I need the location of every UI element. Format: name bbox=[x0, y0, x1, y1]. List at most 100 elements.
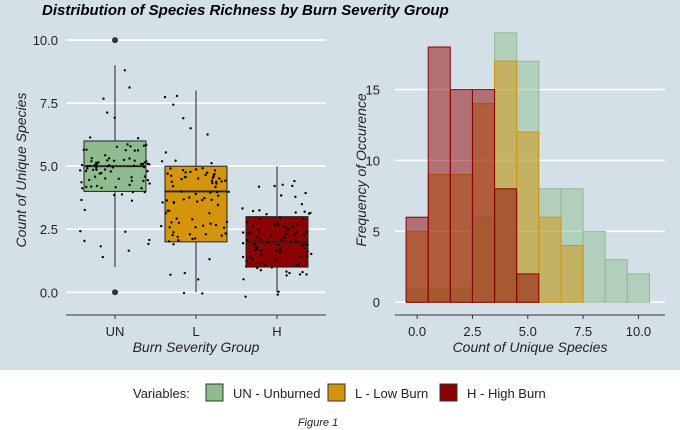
jitter-point bbox=[260, 253, 263, 256]
x-tick-label: 10.0 bbox=[626, 324, 651, 339]
jitter-point bbox=[181, 169, 185, 172]
jitter-point bbox=[213, 169, 217, 172]
jitter-point bbox=[136, 149, 140, 152]
jitter-point bbox=[102, 97, 105, 100]
jitter-point bbox=[182, 291, 186, 295]
jitter-point bbox=[211, 181, 214, 185]
jitter-point bbox=[191, 218, 194, 221]
jitter-point bbox=[253, 248, 257, 252]
jitter-point bbox=[291, 184, 294, 188]
jitter-point bbox=[99, 245, 102, 248]
jitter-point bbox=[132, 164, 136, 167]
jitter-point bbox=[95, 162, 99, 165]
histogram-bars bbox=[405, 32, 651, 303]
jitter-point bbox=[176, 235, 179, 239]
jitter-point bbox=[281, 183, 284, 186]
jitter-point bbox=[109, 170, 113, 173]
jitter-point bbox=[86, 167, 89, 170]
histogram-y-axis-label: Frequency of Occurence bbox=[353, 93, 369, 247]
y-tick-label: 10 bbox=[366, 153, 380, 168]
histogram-bar bbox=[405, 216, 429, 303]
legend-label: H - High Burn bbox=[467, 386, 546, 401]
jitter-point bbox=[175, 217, 178, 220]
jitter-point bbox=[80, 198, 83, 202]
jitter-point bbox=[305, 243, 308, 246]
jitter-point bbox=[115, 145, 119, 148]
jitter-point bbox=[269, 234, 272, 237]
jitter-point bbox=[210, 179, 214, 182]
jitter-point bbox=[258, 262, 262, 265]
jitter-point bbox=[172, 243, 175, 246]
jitter-point bbox=[113, 116, 116, 120]
legend-items: UN - Unburned L - Low Burn H - High Burn bbox=[205, 383, 546, 402]
jitter-point bbox=[88, 164, 92, 168]
jitter-point bbox=[106, 159, 109, 162]
jitter-point bbox=[177, 221, 181, 224]
jitter-point bbox=[127, 249, 130, 252]
jitter-point bbox=[100, 171, 103, 175]
jitter-point bbox=[214, 223, 218, 227]
jitter-point bbox=[310, 252, 313, 256]
jitter-point bbox=[241, 207, 244, 210]
jitter-point bbox=[217, 194, 220, 197]
jitter-point bbox=[274, 249, 278, 252]
jitter-point bbox=[210, 162, 213, 165]
jitter-point bbox=[84, 169, 88, 173]
jitter-point bbox=[194, 226, 197, 229]
y-tick-label: 2.5 bbox=[40, 222, 58, 237]
x-tick-label: 0.0 bbox=[408, 324, 426, 339]
jitter-point bbox=[259, 269, 263, 272]
histogram-bar bbox=[427, 46, 451, 303]
jitter-point bbox=[194, 237, 197, 240]
histogram-bar bbox=[626, 273, 651, 303]
jitter-point bbox=[245, 220, 248, 224]
jitter-point bbox=[130, 176, 133, 179]
jitter-point bbox=[183, 271, 186, 275]
jitter-point bbox=[189, 127, 192, 130]
jitter-point bbox=[114, 186, 117, 189]
jitter-point bbox=[241, 242, 245, 245]
jitter-point bbox=[174, 159, 177, 162]
jitter-point bbox=[170, 180, 174, 183]
jitter-point bbox=[204, 173, 207, 177]
jitter-point bbox=[251, 209, 255, 213]
chart-title: Distribution of Species Richness by Burn… bbox=[42, 2, 449, 19]
jitter-point bbox=[184, 171, 187, 174]
jitter-point bbox=[130, 179, 133, 183]
jitter-point bbox=[259, 249, 263, 252]
jitter-point bbox=[164, 211, 167, 215]
jitter-point bbox=[148, 238, 151, 242]
jitter-point bbox=[246, 238, 249, 242]
jitter-point bbox=[168, 226, 171, 229]
jitter-point bbox=[220, 234, 223, 237]
jitter-point bbox=[294, 195, 297, 198]
jitter-point bbox=[209, 191, 212, 194]
jitter-point bbox=[128, 183, 131, 187]
jitter-point bbox=[104, 177, 107, 180]
jitter-point bbox=[285, 274, 288, 277]
jitter-point bbox=[164, 151, 167, 154]
jitter-point bbox=[280, 194, 283, 197]
histogram-bar bbox=[560, 245, 584, 303]
jitter-point bbox=[295, 222, 299, 225]
jitter-point bbox=[140, 162, 143, 166]
jitter-point bbox=[83, 239, 86, 243]
jitter-point bbox=[220, 180, 223, 183]
jitter-point bbox=[288, 271, 291, 275]
legend-swatch bbox=[439, 383, 458, 402]
jitter-point bbox=[128, 86, 131, 89]
jitter-point bbox=[167, 240, 171, 243]
boxplot-y-axis-label: Count of Unique Species bbox=[13, 93, 29, 248]
jitter-point bbox=[282, 225, 285, 228]
jitter-point bbox=[180, 177, 183, 181]
x-tick-label: 2.5 bbox=[463, 324, 481, 339]
jitter-point bbox=[197, 278, 200, 281]
x-tick-label: 7.5 bbox=[574, 324, 592, 339]
jitter-point bbox=[103, 168, 107, 171]
jitter-point bbox=[280, 238, 283, 241]
x-tick-label: H bbox=[272, 324, 281, 339]
box bbox=[164, 165, 228, 243]
jitter-point bbox=[301, 270, 304, 274]
jitter-point bbox=[255, 235, 258, 239]
histogram-y-tick-labels: 0 5 10 15 bbox=[366, 83, 380, 311]
